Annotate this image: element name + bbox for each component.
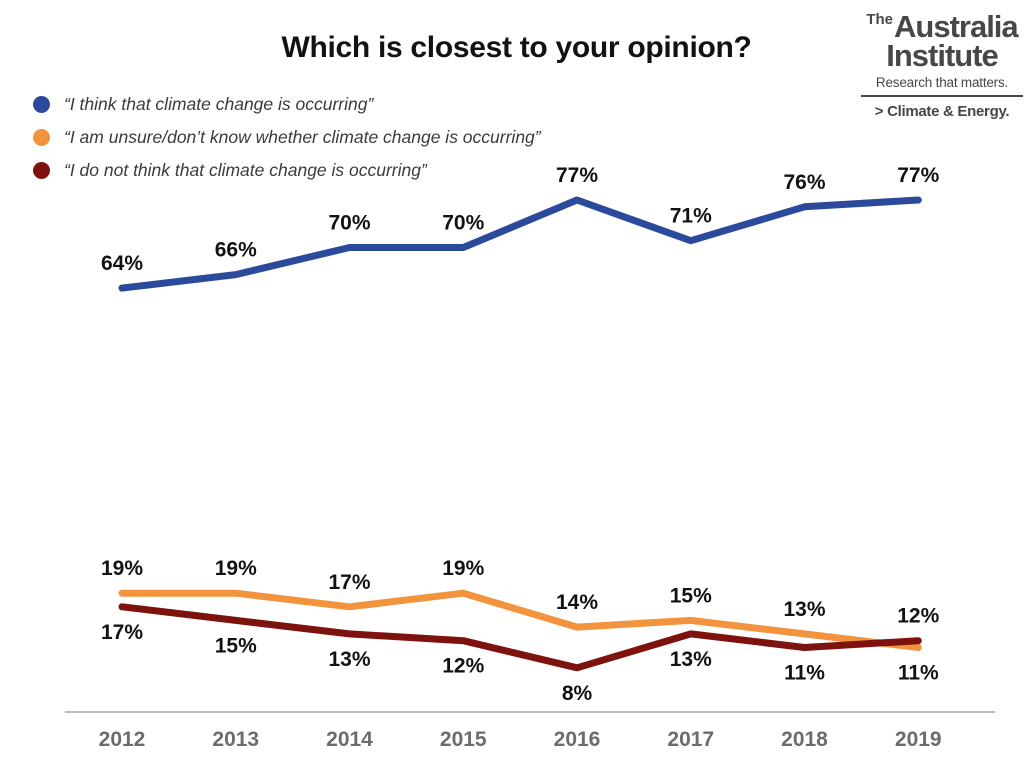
logo-name-line1: Australia [894, 9, 1019, 44]
series-line-1 [118, 589, 922, 651]
x-tick-label: 2017 [667, 728, 714, 751]
data-label: 77% [897, 164, 939, 187]
x-tick-label: 2018 [781, 728, 828, 751]
x-tick-label: 2016 [554, 728, 601, 751]
x-tick-label: 2013 [212, 728, 259, 751]
data-label: 70% [328, 212, 370, 235]
series-line-2 [118, 603, 922, 672]
data-label: 64% [101, 252, 143, 275]
data-label: 70% [442, 212, 484, 235]
legend-dot-orange-icon [33, 129, 50, 146]
data-label: 8% [562, 682, 593, 705]
logo-tagline: Research that matters. [875, 74, 1009, 90]
data-label: 11% [784, 662, 825, 685]
chart-legend: “I think that climate change is occurrin… [33, 94, 541, 181]
data-label: 13% [783, 598, 825, 621]
x-tick-label: 2019 [895, 728, 942, 751]
australia-institute-logo: TheAustralia Institute Research that matt… [861, 11, 1023, 120]
logo-divider [861, 94, 1023, 97]
data-label: 19% [442, 557, 484, 580]
logo-wordmark: TheAustralia Institute [861, 11, 1023, 73]
data-label: 66% [215, 239, 257, 262]
x-tick-label: 2012 [99, 728, 146, 751]
logo-program: > Climate & Energy. [874, 102, 1010, 120]
legend-item-not-occurring: “I do not think that climate change is o… [33, 160, 541, 181]
data-label: 71% [670, 205, 712, 228]
data-label: 11% [898, 662, 939, 685]
data-label: 76% [783, 171, 825, 194]
logo-name-line2: Institute [886, 37, 999, 73]
data-label: 13% [670, 648, 712, 671]
data-label: 19% [215, 557, 257, 580]
data-label: 15% [670, 584, 712, 607]
page-title: Which is closest to your opinion? [281, 31, 752, 64]
logo-the: The [866, 11, 893, 28]
data-label: 17% [101, 621, 143, 644]
legend-dot-blue-icon [33, 96, 50, 113]
data-label: 17% [328, 571, 370, 594]
data-label: 14% [556, 591, 598, 614]
data-label: 12% [897, 605, 939, 628]
data-label: 13% [328, 648, 370, 671]
legend-label: “I think that climate change is occurrin… [64, 94, 374, 114]
legend-label: “I do not think that climate change is o… [64, 160, 427, 180]
x-tick-label: 2015 [440, 728, 487, 751]
x-tick-label: 2014 [326, 728, 373, 751]
legend-label: “I am unsure/don’t know whether climate … [64, 127, 541, 147]
data-label: 15% [215, 634, 257, 657]
legend-dot-maroon-icon [33, 162, 50, 179]
data-label: 77% [556, 164, 598, 187]
legend-item-think-occurring: “I think that climate change is occurrin… [33, 94, 541, 115]
data-label: 19% [101, 557, 143, 580]
legend-item-unsure: “I am unsure/don’t know whether climate … [33, 127, 541, 148]
data-label: 12% [442, 655, 484, 678]
series-line-0 [118, 196, 922, 292]
